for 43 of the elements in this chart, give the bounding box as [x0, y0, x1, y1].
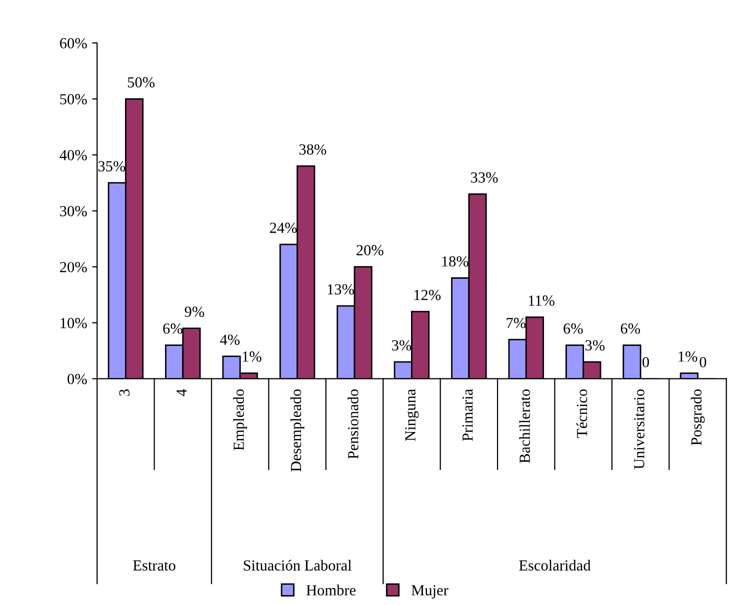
- data-label: 6%: [564, 323, 583, 334]
- y-tick-label: 10%: [60, 318, 87, 328]
- legend-label: Mujer: [412, 585, 448, 599]
- data-label: 11%: [528, 295, 554, 306]
- y-tick-label: 60%: [60, 38, 87, 48]
- data-label: 12%: [414, 290, 441, 300]
- x-tick-label: Desempleado: [290, 389, 304, 472]
- x-tick-label: Posgrado: [690, 389, 705, 446]
- x-tick-label: Universitario: [634, 389, 644, 470]
- text: Situación Laboral: [244, 560, 352, 571]
- data-label: 7%: [506, 318, 526, 328]
- data-label: 9%: [184, 306, 204, 317]
- data-label: 3%: [585, 340, 605, 351]
- data-label: 33%: [471, 172, 498, 183]
- data-label: 35%: [98, 161, 126, 172]
- x-tick-label: Técnico: [576, 389, 588, 438]
- data-label: 4%: [220, 334, 240, 345]
- x-tick-label: 3: [119, 389, 130, 396]
- x-tick-label: Primaria: [462, 389, 473, 441]
- y-tick-label: 40%: [60, 150, 87, 160]
- text: Estrato: [133, 560, 176, 571]
- x-tick-label: 4: [176, 389, 187, 396]
- data-label: 1%: [242, 351, 262, 362]
- x-tick-label: Empleado: [233, 389, 248, 450]
- legend-label: Hombre: [306, 584, 356, 596]
- data-label: 13%: [328, 284, 354, 295]
- data-label: 6%: [163, 323, 182, 334]
- data-label: 0: [700, 356, 706, 368]
- y-tick-label: 20%: [60, 262, 87, 272]
- data-label: 38%: [299, 144, 326, 155]
- y-tick-label: 30%: [60, 206, 87, 216]
- data-label: 20%: [356, 245, 384, 256]
- data-label: 6%: [620, 323, 640, 334]
- x-tick-label: Bachillerato: [519, 389, 530, 464]
- data-label: 1%: [678, 351, 698, 362]
- text: Escolaridad: [519, 560, 591, 571]
- data-label: 50%: [128, 77, 155, 88]
- data-label: 0: [642, 356, 649, 368]
- x-tick-label: Pensionado: [348, 389, 358, 459]
- data-label: 18%: [442, 256, 468, 267]
- y-tick-label: 0%: [68, 374, 87, 384]
- x-tick-label: Ninguna: [405, 389, 419, 441]
- y-tick-label: 50%: [60, 94, 87, 104]
